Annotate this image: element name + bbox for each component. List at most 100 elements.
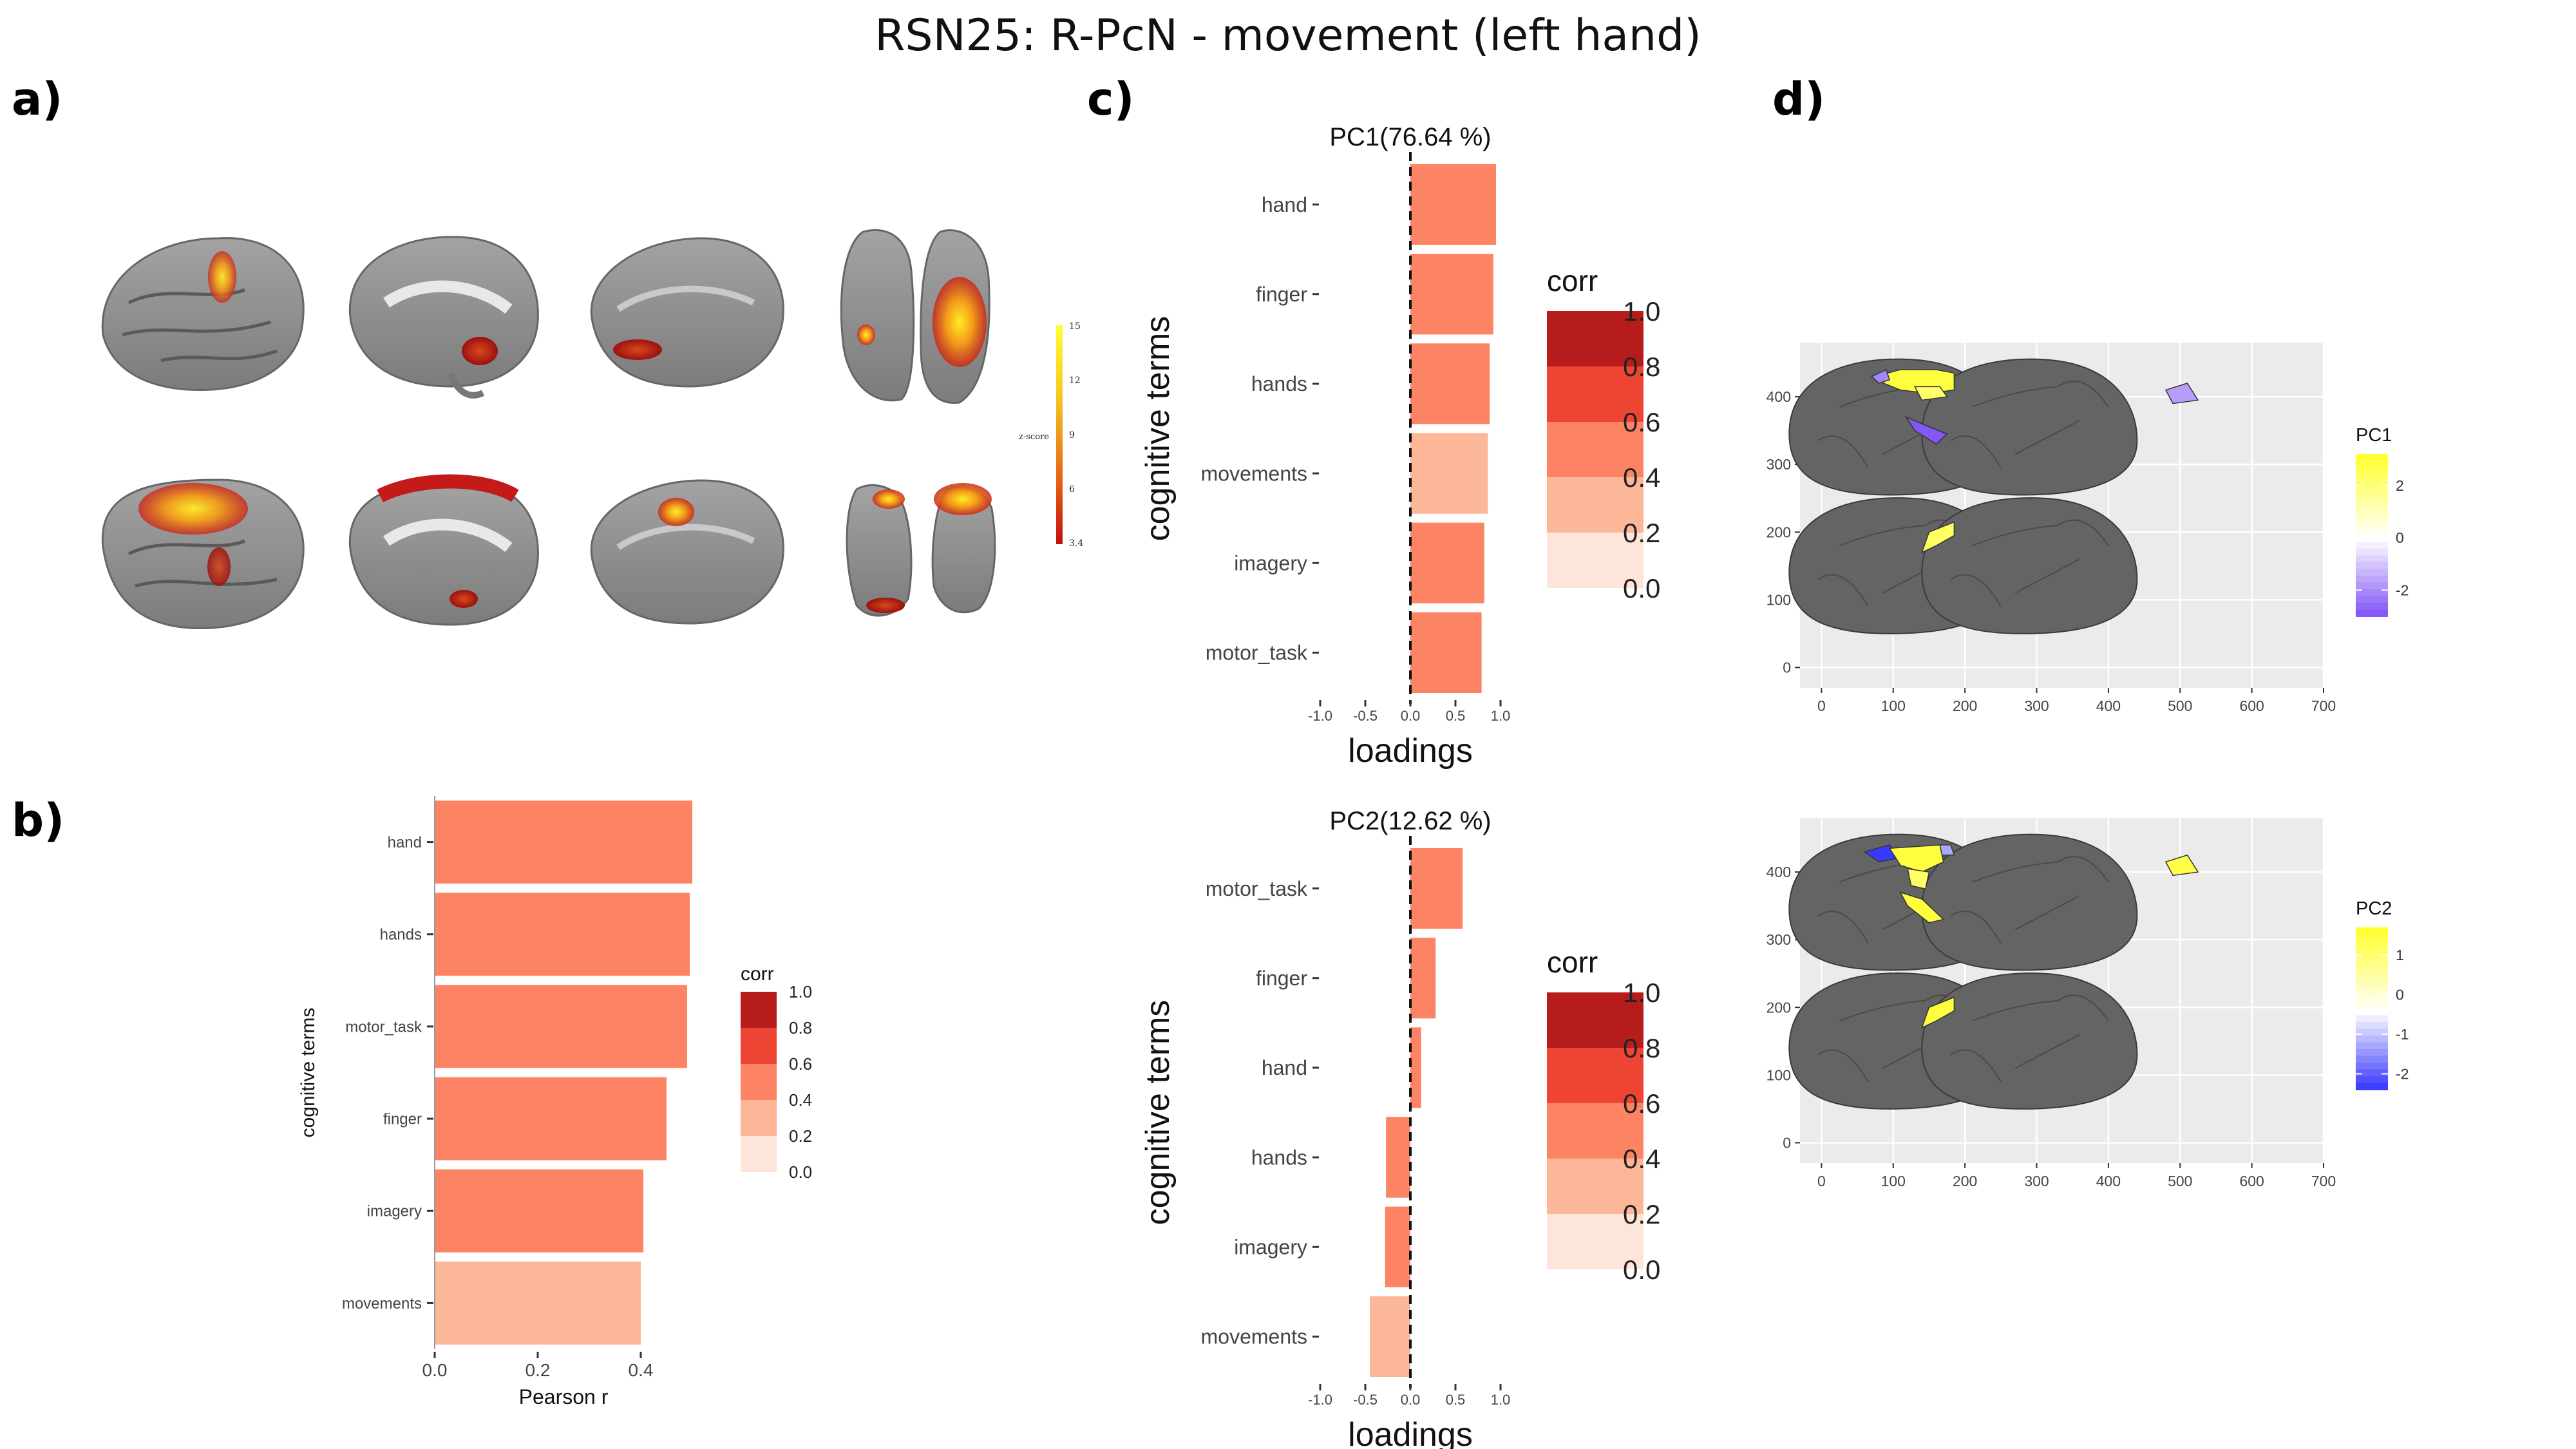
region-d2-5 [2164, 854, 2199, 876]
legend-gradient-step-d1-8 [2356, 508, 2388, 516]
sulcus-d1-medial-right-b [2014, 558, 2080, 594]
legend-c2-label-1-0: 1.0 [1623, 978, 1660, 1008]
sulcus-d1-lateral-right-a [1839, 524, 1926, 547]
bar-c2-movements [1370, 1296, 1410, 1378]
legend-c1-label-0-2: 0.2 [1623, 518, 1660, 548]
legend-gradient-step-d1-21 [2356, 596, 2388, 603]
xtick-label-c1-4: 1.0 [1491, 708, 1511, 724]
ytick-label-d1-200: 200 [1766, 524, 1791, 540]
brain-medial-left-bottom [590, 479, 784, 625]
legend-gradient-step-d2-0 [2356, 927, 2388, 935]
xtick-label-b-2: 0.4 [629, 1360, 654, 1380]
xtick-label-c1-1: -0.5 [1353, 708, 1378, 724]
legend-c2-swatch-5 [1547, 1214, 1643, 1269]
legend-tick-label-d1-2: -2 [2396, 582, 2409, 598]
legend-gradient-step-d1-3 [2356, 474, 2388, 482]
legend-gradient-step-d1-22 [2356, 603, 2388, 611]
sulcus-d2-medial-left-a [1971, 861, 2059, 883]
legend-gradient-step-d2-14 [2356, 1022, 2388, 1030]
legend-gradient-step-d2-5 [2356, 961, 2388, 969]
legend-gradient-step-d1-10 [2356, 522, 2388, 529]
panel-c1-legend: corr 1.0 0.8 0.6 0.4 0.2 0.0 [1547, 264, 1660, 603]
legend-gradient-step-d1-5 [2356, 488, 2388, 495]
category-label-c2-hand: hand [1262, 1056, 1307, 1079]
bar-b-finger [435, 1077, 667, 1160]
ytick-label-d2-0: 0 [1783, 1134, 1791, 1151]
bar-c2-hand [1410, 1027, 1421, 1108]
bar-c1-movements [1410, 433, 1488, 514]
bar-c1-hand [1410, 164, 1496, 245]
brain-medial-right-top [590, 237, 784, 388]
legend-gradient-step-d2-3 [2356, 947, 2388, 955]
bar-c1-finger [1410, 254, 1493, 335]
legend-gradient-step-d2-4 [2356, 954, 2388, 962]
brain-medial-right-bottom [348, 474, 539, 626]
legend-b-swatch-2 [741, 1028, 777, 1064]
legend-gradient-step-d1-7 [2356, 501, 2388, 509]
category-label-c1-hand: hand [1262, 193, 1307, 216]
legend-gradient-step-d2-21 [2356, 1069, 2388, 1077]
legend-b-swatch-1 [741, 992, 777, 1028]
bar-b-hands [435, 893, 690, 976]
panel-c-pc1-chart: PC1(76.64 %) hand finger hands movements imag… [1139, 123, 1510, 770]
sulcus-d2-lateral-right-d [1817, 1049, 1869, 1083]
legend-c2-title: corr [1547, 945, 1598, 979]
panel-a-brain-views: 15 12 9 6 3.4 z-score [101, 229, 1083, 630]
legend-gradient-step-d1-4 [2356, 481, 2388, 489]
xtick-label-c2-3: 0.5 [1446, 1392, 1466, 1408]
ytick-label-d1-400: 400 [1766, 388, 1791, 405]
legend-gradient-step-d2-13 [2356, 1015, 2388, 1023]
bar-b-movements [435, 1261, 641, 1345]
legend-gradient-step-d2-12 [2356, 1009, 2388, 1016]
legend-gradient-step-d1-23 [2356, 609, 2388, 617]
xtick-label-c1-2: 0.0 [1401, 708, 1421, 724]
legend-gradient-step-d1-14 [2356, 549, 2388, 556]
legend-c2-swatch-2 [1547, 1048, 1643, 1103]
category-label-c2-motor-task: motor_task [1206, 877, 1308, 900]
sulcus-d1-medial-left-d [1950, 435, 2002, 468]
ytick-label-d1-0: 0 [1783, 659, 1791, 676]
category-label-b-hand: hand [388, 834, 422, 851]
legend-b-swatch-5 [741, 1136, 777, 1172]
bar-c1-motor-task [1410, 612, 1482, 694]
bar-c1-imagery [1410, 522, 1484, 603]
bar-b-imagery [435, 1169, 643, 1253]
region-d1-2 [1913, 386, 1948, 401]
legend-gradient-step-d2-6 [2356, 968, 2388, 976]
brain-posterior-bottom [846, 483, 996, 617]
legend-gradient-step-d2-1 [2356, 934, 2388, 942]
xtick-label-d1-400: 400 [2096, 697, 2121, 714]
legend-gradient-step-d1-15 [2356, 555, 2388, 563]
category-label-b-hands: hands [380, 926, 422, 943]
legend-title-d2: PC2 [2356, 898, 2392, 919]
brain-medial-left-top [348, 236, 539, 399]
legend-gradient-step-d1-1 [2356, 460, 2388, 468]
legend-gradient-step-d2-15 [2356, 1028, 2388, 1036]
legend-gradient-step-d2-16 [2356, 1036, 2388, 1043]
xtick-label-b-1: 0.2 [526, 1360, 551, 1380]
xtick-label-d1-100: 100 [1881, 697, 1906, 714]
x-axis-label-c2: loadings [1348, 1416, 1473, 1449]
legend-b-label-1-0: 1.0 [789, 982, 812, 1001]
xtick-label-c2-2: 0.0 [1401, 1392, 1421, 1408]
category-label-c1-hands: hands [1251, 372, 1307, 395]
bar-b-motor-task [435, 985, 687, 1068]
legend-c1-label-0-0: 0.0 [1623, 573, 1660, 603]
sulcus-d2-medial-left-c [2058, 856, 2109, 883]
legend-gradient-step-d1-13 [2356, 542, 2388, 549]
legend-gradient-step-d2-20 [2356, 1063, 2388, 1070]
sulcus-d2-lateral-left-d [1817, 911, 1869, 943]
bar-c2-motor-task [1410, 848, 1463, 929]
brain-surface-d2-medial-right [1921, 972, 2138, 1110]
legend-gradient-step-d2-9 [2356, 988, 2388, 996]
legend-tick-label-d1-1: 0 [2396, 529, 2404, 546]
sulcus-d2-medial-left-b [2014, 895, 2080, 931]
ytick-label-d2-400: 400 [1766, 864, 1791, 880]
legend-b-label-0-6: 0.6 [789, 1054, 812, 1074]
legend-gradient-step-d2-8 [2356, 981, 2388, 989]
ytick-label-d2-300: 300 [1766, 931, 1791, 948]
panel-c2-legend: corr 1.0 0.8 0.6 0.4 0.2 0.0 [1547, 945, 1660, 1285]
sulcus-d2-lateral-right-a [1839, 999, 1926, 1022]
legend-c2-label-0-2: 0.2 [1623, 1199, 1660, 1229]
